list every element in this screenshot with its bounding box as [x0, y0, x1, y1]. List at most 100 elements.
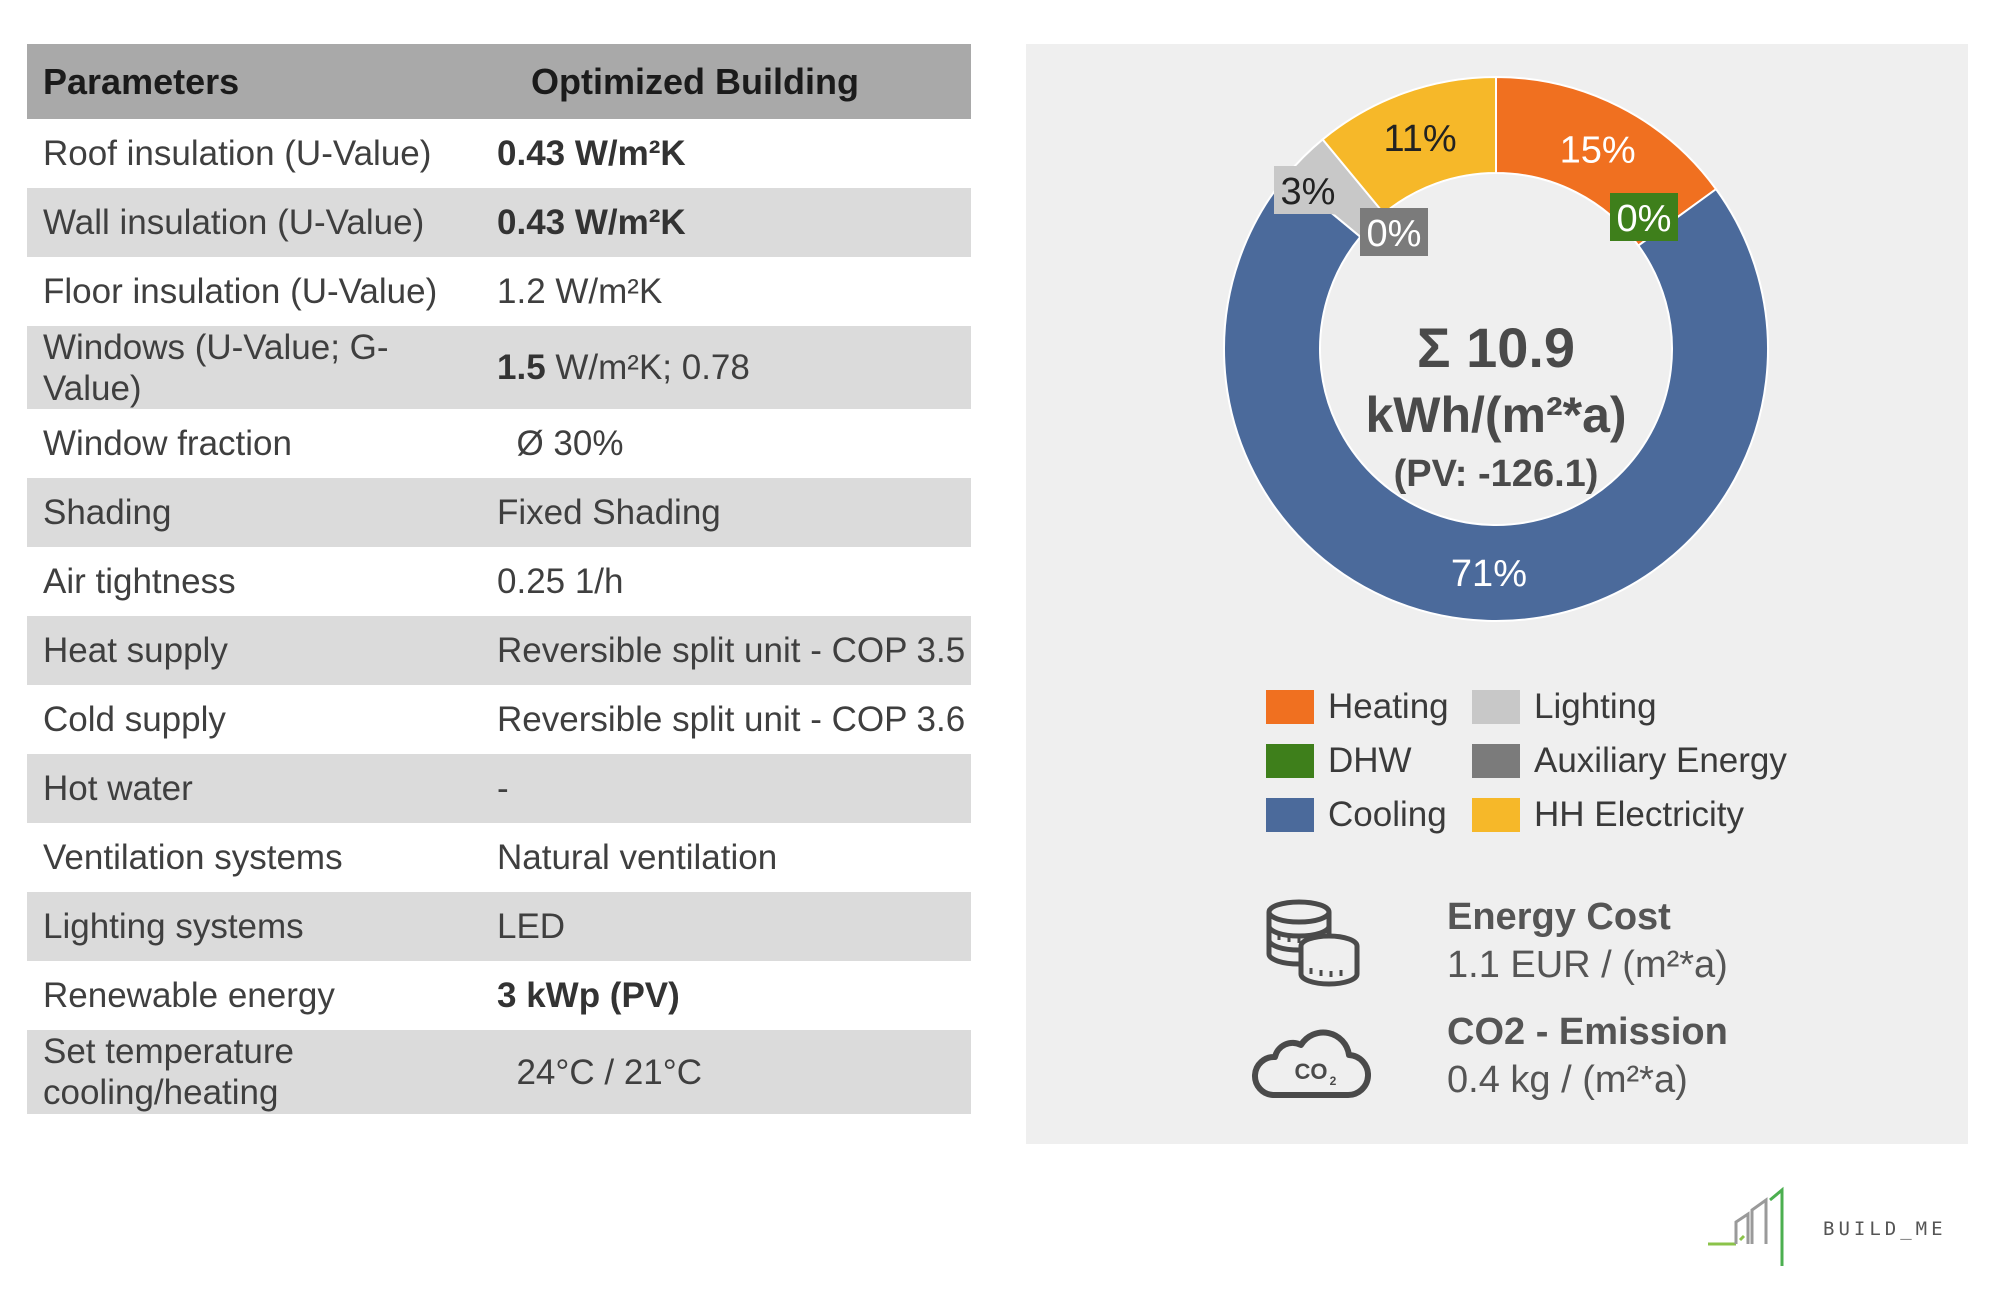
- co2-emission-value: 0.4 kg / (m²*a): [1447, 1059, 1688, 1101]
- table-row: Heat supply Reversible split unit - COP 3…: [27, 616, 971, 685]
- parameter-name-cell: Wall insulation (U-Value): [27, 188, 483, 257]
- legend-label: Cooling: [1328, 795, 1447, 834]
- table-row: Window fraction Ø 30%: [27, 409, 971, 478]
- build-me-logo-text: BUILD_ME: [1823, 1218, 1947, 1240]
- parameter-value-cell: -: [483, 754, 971, 823]
- coins-icon: [1266, 899, 1360, 987]
- parameter-value-cell: Natural ventilation: [483, 823, 971, 892]
- chart-total-value: Σ 10.9: [1417, 316, 1575, 379]
- parameter-value-text: Ø 30%: [497, 424, 624, 463]
- parameter-value-text: LED: [497, 907, 566, 946]
- slice-label-text: 71%: [1451, 553, 1527, 595]
- slice-label-lighting: 3%: [1274, 166, 1342, 214]
- table-row: Floor insulation (U-Value) 1.2 W/m²K: [27, 257, 971, 326]
- parameter-value-cell: 24°C / 21°C: [483, 1030, 971, 1114]
- parameter-name-cell: Heat supply: [27, 616, 483, 685]
- donut-slice-cooling: [1223, 174, 1769, 622]
- svg-text:2: 2: [1330, 1074, 1337, 1088]
- parameter-value-cell: 1.2 W/m²K: [483, 257, 971, 326]
- parameter-name-cell: Renewable energy: [27, 961, 483, 1030]
- energy-cost-kpi: Energy Cost 1.1 EUR / (m²*a): [1251, 896, 1811, 996]
- chart-pv-value: (PV: -126.1): [1394, 453, 1599, 495]
- legend-swatch: [1472, 690, 1520, 724]
- table-row: Windows (U-Value; G-Value) 1.5 W/m²K; 0.7…: [27, 326, 971, 409]
- parameter-value-bold: 0.43 W/m²K: [497, 203, 686, 242]
- table-row: Lighting systems LED: [27, 892, 971, 961]
- table-body: Roof insulation (U-Value) 0.43 W/m²K Wall …: [27, 119, 971, 1114]
- chart-total-unit: kWh/(m²*a): [1365, 387, 1626, 443]
- legend-swatch: [1266, 744, 1314, 778]
- lighting-leader: [1330, 214, 1365, 218]
- table-row: Cold supply Reversible split unit - COP 3…: [27, 685, 971, 754]
- legend-label: Auxiliary Energy: [1534, 741, 1787, 780]
- legend-label: Lighting: [1534, 687, 1657, 726]
- parameter-table: Parameters Optimized Building Roof insul…: [27, 44, 971, 1114]
- donut-slice-hh-electricity: [1321, 75, 1497, 215]
- slice-label-text: 0%: [1617, 198, 1672, 240]
- parameter-name-cell: Shading: [27, 478, 483, 547]
- co2-emission-kpi: CO 2 CO2 - Emission 0.4 kg / (m²*a): [1251, 1011, 1811, 1111]
- parameter-value-text: W/m²K; 0.78: [545, 348, 750, 387]
- parameter-value-cell: 0.25 1/h: [483, 547, 971, 616]
- parameter-value-cell: Reversible split unit - COP 3.6: [483, 685, 971, 754]
- legend-swatch: [1266, 690, 1314, 724]
- legend-label: Heating: [1328, 687, 1449, 726]
- co2-cloud-icon: CO 2: [1251, 1029, 1371, 1099]
- legend-item-cooling: Cooling: [1266, 795, 1472, 834]
- table-header-row: Parameters Optimized Building: [27, 44, 971, 119]
- parameter-value-text: 0.25 1/h: [497, 562, 624, 601]
- parameter-value-text: Natural ventilation: [497, 838, 778, 877]
- table-row: Roof insulation (U-Value) 0.43 W/m²K: [27, 119, 971, 188]
- parameter-value-text: Fixed Shading: [497, 493, 721, 532]
- parameter-name-cell: Roof insulation (U-Value): [27, 119, 483, 188]
- parameter-name-cell: Windows (U-Value; G-Value): [27, 326, 483, 409]
- parameter-name-cell: Hot water: [27, 754, 483, 823]
- slice-label-cooling: 71%: [1451, 553, 1527, 595]
- parameter-value-cell: 0.43 W/m²K: [483, 119, 971, 188]
- legend-item-dhw: DHW: [1266, 741, 1472, 780]
- parameter-name-cell: Floor insulation (U-Value): [27, 257, 483, 326]
- legend-item-auxiliary-energy: Auxiliary Energy: [1472, 741, 1792, 780]
- parameter-value-cell: 0.43 W/m²K: [483, 188, 971, 257]
- parameter-value-cell: Reversible split unit - COP 3.5: [483, 616, 971, 685]
- legend-item-hh-electricity: HH Electricity: [1472, 795, 1792, 834]
- legend-swatch: [1472, 798, 1520, 832]
- energy-donut-chart: 15% 0% 71% 0% 3% 11% Σ 10.9 kWh/(m²*a) (PV: -…: [1223, 75, 1769, 622]
- table-row: Ventilation systems Natural ventilation: [27, 823, 971, 892]
- parameter-value-text: 1.2 W/m²K: [497, 272, 663, 311]
- parameter-name-cell: Lighting systems: [27, 892, 483, 961]
- slice-label-text: 3%: [1281, 171, 1336, 213]
- parameter-value-text: -: [497, 769, 509, 808]
- table-row: Renewable energy 3 kWp (PV): [27, 961, 971, 1030]
- table-row: Shading Fixed Shading: [27, 478, 971, 547]
- slice-label-dhw: 0%: [1610, 193, 1678, 241]
- chart-legend: Heating Lighting DHW Auxiliary Energy Coolin…: [1266, 687, 1826, 834]
- slice-label-heating: 15%: [1560, 129, 1636, 171]
- parameter-value-bold: 1.5: [497, 348, 546, 387]
- header-optimized-building: Optimized Building: [483, 44, 971, 119]
- parameter-value-bold: 3 kWp (PV): [497, 976, 680, 1015]
- slice-label-text: 15%: [1560, 129, 1636, 171]
- co2-emission-title: CO2 - Emission: [1447, 1011, 1728, 1053]
- table-row: Air tightness 0.25 1/h: [27, 547, 971, 616]
- header-parameters: Parameters: [27, 44, 483, 119]
- parameter-name-cell: Set temperature cooling/heating: [27, 1030, 483, 1114]
- table-row: Set temperature cooling/heating 24°C / 2…: [27, 1030, 971, 1114]
- slice-label-text: 11%: [1383, 118, 1456, 160]
- parameter-value-text: Reversible split unit - COP 3.5: [497, 631, 966, 670]
- energy-cost-title: Energy Cost: [1447, 896, 1671, 938]
- legend-item-lighting: Lighting: [1472, 687, 1792, 726]
- legend-swatch: [1266, 798, 1314, 832]
- parameter-value-cell: LED: [483, 892, 971, 961]
- parameter-value-bold: 0.43 W/m²K: [497, 134, 686, 173]
- parameter-value-cell: Ø 30%: [483, 409, 971, 478]
- parameter-name-cell: Air tightness: [27, 547, 483, 616]
- svg-text:CO: CO: [1295, 1059, 1328, 1084]
- legend-item-heating: Heating: [1266, 687, 1472, 726]
- legend-swatch: [1472, 744, 1520, 778]
- table-row: Wall insulation (U-Value) 0.43 W/m²K: [27, 188, 971, 257]
- energy-cost-value: 1.1 EUR / (m²*a): [1447, 944, 1728, 986]
- parameter-value-cell: 1.5 W/m²K; 0.78: [483, 326, 971, 409]
- energy-summary-panel: 15% 0% 71% 0% 3% 11% Σ 10.9 kWh/(m²*a) (PV: -…: [1026, 44, 1968, 1144]
- parameter-value-text: Reversible split unit - COP 3.6: [497, 700, 966, 739]
